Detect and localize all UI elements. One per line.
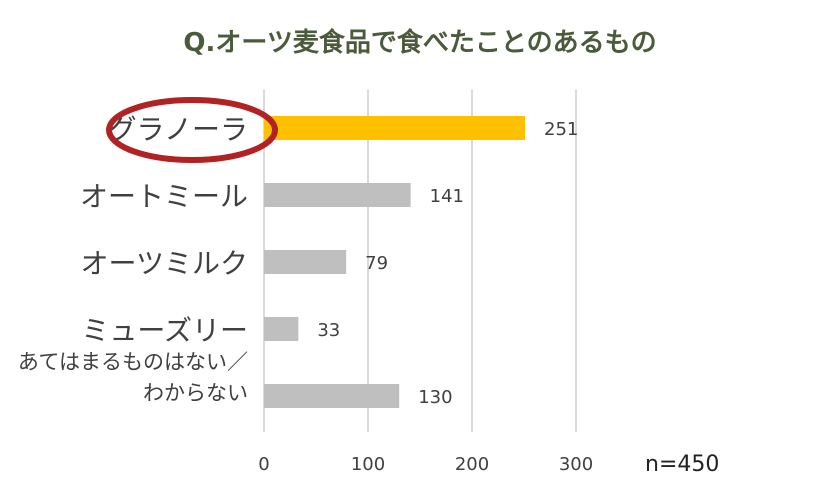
bar	[264, 250, 347, 274]
highlight-circle	[106, 97, 278, 163]
bar	[264, 116, 526, 140]
category-label: オートミール	[80, 180, 248, 213]
category-label: あてはまるものはない／	[18, 350, 248, 374]
data-label: 251	[544, 119, 578, 140]
x-tick-label: 200	[455, 454, 489, 475]
bar-layer	[264, 116, 526, 408]
bar	[264, 183, 411, 207]
chart-title: Q.オーツ麦食品で食べたことのあるもの	[183, 28, 657, 58]
x-tick-label: 100	[351, 454, 385, 475]
label-layer: 251 グラノーラ 141 オートミール 79 オーツミルク 33 ミューズリー 130 あてはま…	[18, 113, 579, 408]
sample-size-note: n=450	[645, 452, 720, 477]
x-tick-label: 300	[559, 454, 593, 475]
x-tick-label: 0	[258, 454, 269, 475]
bar	[264, 317, 299, 341]
category-label: ミューズリー	[81, 314, 248, 347]
tick-layer: 0 100 200 300	[258, 454, 593, 475]
data-label: 79	[365, 253, 388, 274]
category-label: グラノーラ	[109, 113, 248, 146]
highlight-layer	[106, 97, 278, 163]
category-label: わからない	[143, 381, 248, 405]
data-label: 141	[430, 186, 464, 207]
bar	[264, 384, 400, 408]
data-label: 130	[418, 387, 452, 408]
category-label: オーツミルク	[81, 247, 248, 280]
data-label: 33	[317, 320, 340, 341]
